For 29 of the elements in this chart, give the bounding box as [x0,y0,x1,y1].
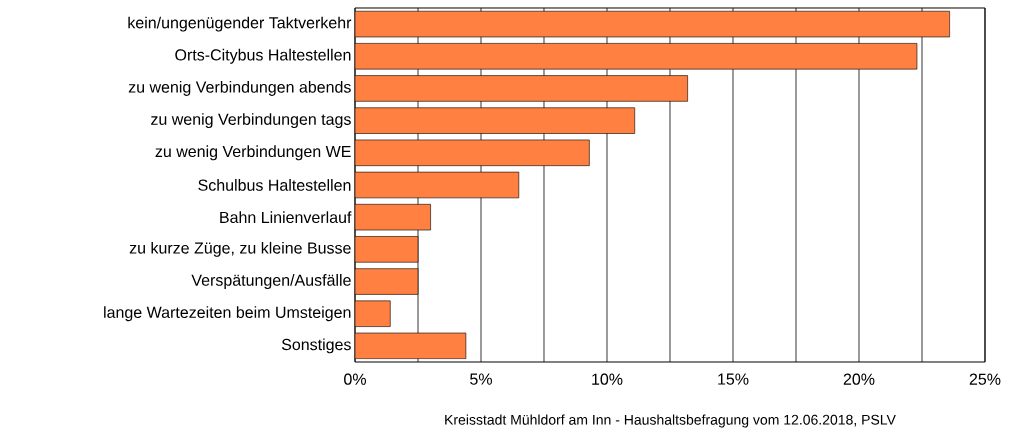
x-tick-label: 20% [843,373,875,385]
text: Kreisstadt Mühldorf am Inn - Haushaltsbefragung vom 12.06.2018, PSLV [445,414,896,428]
bar [355,300,391,327]
y-tick-label: zu kurze Züge, zu kleine Busse [129,241,351,257]
y-tick-label: Verspätungen/Ausfälle [191,274,351,289]
y-tick-label: zu wenig Verbindungen WE [155,145,351,161]
bar [355,204,431,231]
x-tick-label: 0% [344,373,366,385]
bar [355,139,590,166]
y-tick-label: zu wenig Verbindungen tags [151,113,351,129]
y-tick-label: Sonstiges [281,338,351,354]
bar [355,75,688,102]
bar [355,171,520,199]
bar [355,236,419,263]
y-tick-label: lange Wartezeiten beim Umsteigen [104,306,351,322]
bar [355,268,419,295]
x-tick-label: 5% [470,373,492,385]
bar [355,43,918,70]
bar [355,107,636,134]
y-tick-label: Orts-Citybus Haltestellen [175,48,351,64]
y-tick-label: kein/ungenügender Taktverkehr [128,16,352,32]
bar [355,332,467,360]
y-tick-label: Bahn Linienverlauf [220,211,352,224]
x-tick-label: 10% [592,373,623,385]
y-tick-label: Schulbus Haltestellen [198,179,351,191]
y-tick-label: zu wenig Verbindungen abends [128,80,351,96]
x-tick-label: 15% [718,373,749,385]
x-tick-label: 25% [969,373,1001,385]
bar [355,10,951,38]
